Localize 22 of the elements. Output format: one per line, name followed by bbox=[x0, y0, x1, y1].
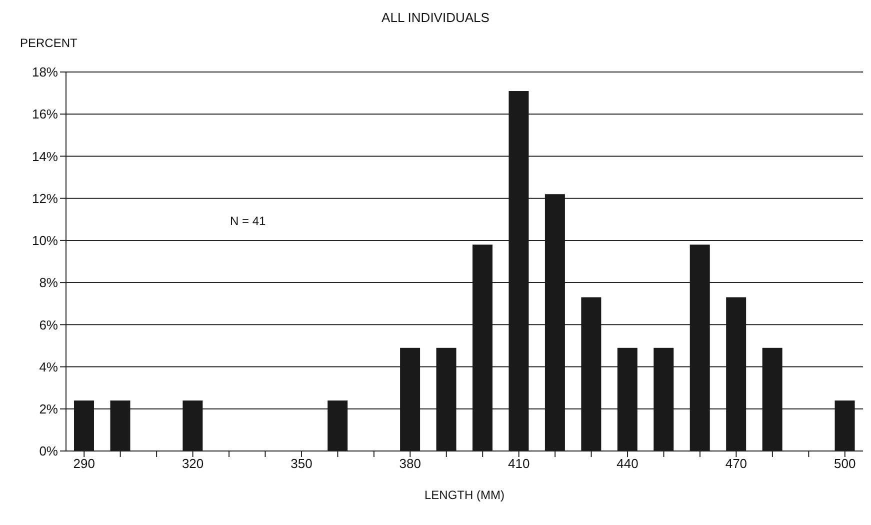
y-tick-label: 4% bbox=[39, 359, 58, 374]
x-tick-label: 500 bbox=[834, 456, 856, 472]
y-tick-label: 8% bbox=[39, 275, 58, 290]
y-tick-label: 18% bbox=[32, 64, 58, 80]
y-tick-label: 6% bbox=[39, 317, 58, 332]
x-tick-label: 440 bbox=[616, 456, 638, 472]
annotation: N = 41 bbox=[230, 214, 266, 228]
y-tick-label: 10% bbox=[32, 233, 58, 248]
x-tick-label: 380 bbox=[399, 456, 422, 472]
y-axis-title: PERCENT bbox=[20, 36, 78, 50]
x-tick-label: 320 bbox=[182, 456, 204, 472]
y-tick-label: 16% bbox=[32, 106, 58, 122]
x-tick-label: 410 bbox=[508, 456, 530, 472]
chart-title: ALL INDIVIDUALS bbox=[380, 10, 490, 25]
x-tick-label: 350 bbox=[290, 456, 312, 472]
x-tick-label: 290 bbox=[73, 456, 95, 472]
y-tick-label: 14% bbox=[32, 148, 58, 164]
x-axis-title: LENGTH (MM) bbox=[424, 488, 506, 502]
y-tick-label: 2% bbox=[39, 402, 58, 417]
y-tick-label: 12% bbox=[32, 190, 58, 206]
y-tick-label: 0% bbox=[39, 444, 58, 459]
x-tick-label: 470 bbox=[725, 456, 748, 472]
